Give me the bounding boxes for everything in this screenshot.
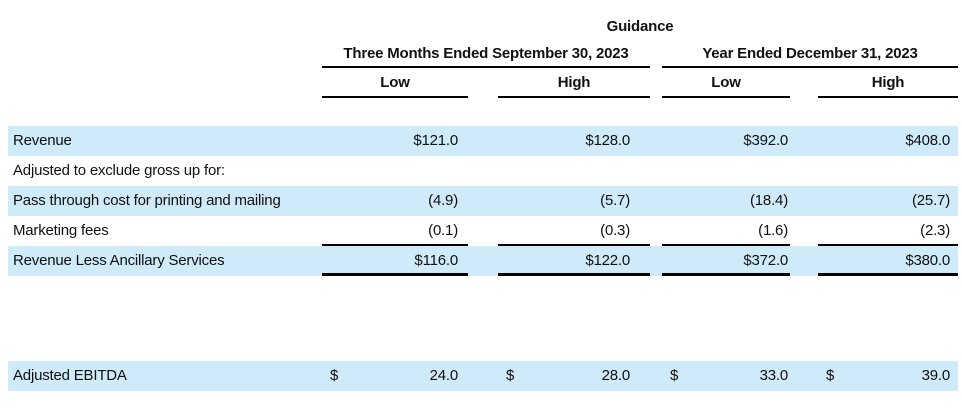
cell-value (662, 156, 790, 186)
subcolumn-header-low-1: Low (322, 74, 468, 98)
cell-value (498, 156, 650, 186)
column-group-header-row: Three Months Ended September 30, 2023 Ye… (8, 44, 958, 68)
cell-value: (0.1) (322, 216, 468, 246)
cell-value: $408.0 (905, 132, 950, 149)
table-row: Revenue $121.0 $128.0 $392.0 $408.0 (8, 126, 958, 156)
row-label: Pass through cost for printing and maili… (13, 192, 281, 209)
title-row: Guidance (8, 16, 958, 38)
table-row: Adjusted to exclude gross up for: (8, 156, 958, 186)
cell-value: $122.0 (498, 246, 650, 276)
table-row: Marketing fees (0.1) (0.3) (1.6) (2.3) (8, 216, 958, 246)
cell-value: (5.7) (600, 192, 630, 209)
subcolumn-header-row: Low High Low High (8, 74, 958, 98)
row-label: Revenue (13, 132, 72, 149)
cell-value: $116.0 (322, 246, 468, 276)
subcolumn-header-low-2: Low (662, 74, 790, 98)
row-label: Marketing fees (13, 222, 109, 239)
cell-value: $392.0 (743, 132, 788, 149)
cell-value: (25.7) (912, 192, 950, 209)
cell-value (818, 156, 958, 186)
cell-value: $121.0 (413, 132, 458, 149)
currency-symbol: $ (670, 367, 679, 384)
table-row: Revenue Less Ancillary Services $116.0 $12… (8, 246, 958, 276)
row-label: Adjusted EBITDA (13, 367, 127, 384)
cell-number: 28.0 (601, 367, 631, 384)
column-group-header-year: Year Ended December 31, 2023 (662, 44, 958, 68)
cell-number: 33.0 (759, 367, 789, 384)
cell-value: $24.0 (322, 361, 468, 391)
row-label: Adjusted to exclude gross up for: (13, 162, 225, 179)
cell-value (322, 156, 468, 186)
cell-value: $33.0 (662, 361, 790, 391)
cell-value: (4.9) (428, 192, 458, 209)
cell-value: $372.0 (662, 246, 790, 276)
currency-symbol: $ (826, 367, 835, 384)
cell-value: (2.3) (818, 216, 958, 246)
subcolumn-header-high-1: High (498, 74, 650, 98)
guidance-title: Guidance (606, 18, 674, 35)
cell-value: (0.3) (498, 216, 650, 246)
currency-symbol: $ (330, 367, 339, 384)
cell-number: 24.0 (429, 367, 459, 384)
cell-value: $128.0 (585, 132, 630, 149)
table-row: Pass through cost for printing and maili… (8, 186, 958, 216)
cell-number: 39.0 (921, 367, 951, 384)
cell-value: $28.0 (498, 361, 650, 391)
cell-value: $380.0 (818, 246, 958, 276)
currency-symbol: $ (506, 367, 515, 384)
cell-value: (1.6) (662, 216, 790, 246)
table-rows: Revenue $121.0 $128.0 $392.0 $408.0 Adjusted … (8, 126, 958, 391)
row-label: Revenue Less Ancillary Services (13, 252, 225, 269)
cell-value: $39.0 (818, 361, 958, 391)
cell-value: (18.4) (750, 192, 788, 209)
table-row: Adjusted EBITDA $24.0 $28.0 $33.0 $39.0 (8, 361, 958, 391)
subcolumn-header-high-2: High (818, 74, 958, 98)
column-group-header-three-months: Three Months Ended September 30, 2023 (322, 44, 650, 68)
